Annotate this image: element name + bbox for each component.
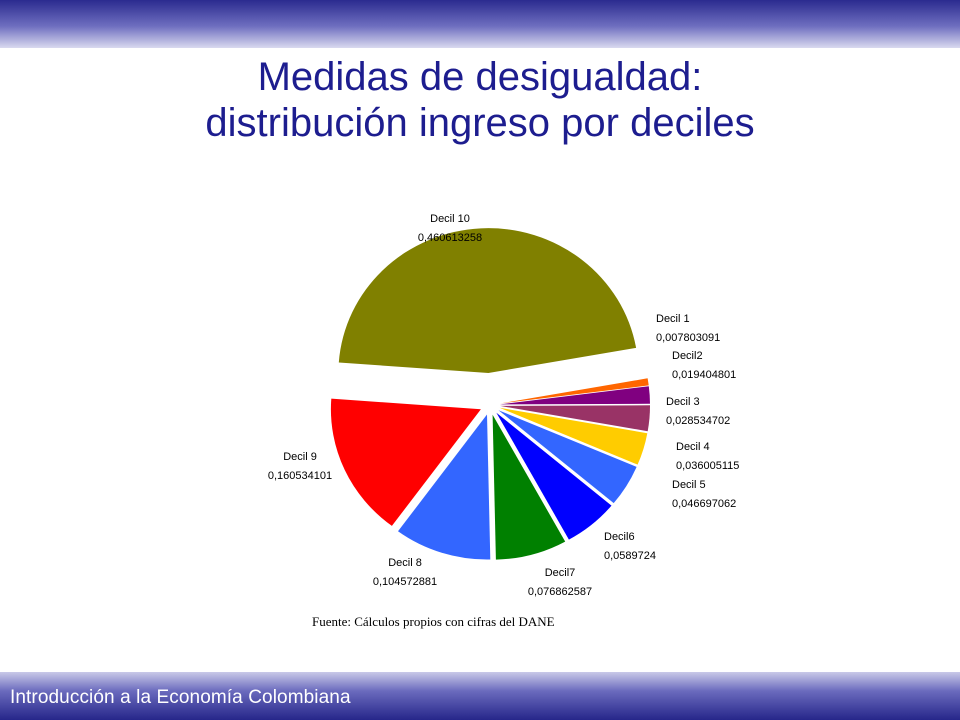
- slice-name-label: Decil 9: [283, 451, 317, 463]
- slice-name-label: Decil 8: [388, 557, 422, 569]
- slice-label-decil-5: Decil 5 0,046697062: [672, 479, 736, 510]
- pie-slice-decil-3: [500, 405, 651, 432]
- pie-slice-decil7: [492, 414, 566, 560]
- pie-slice-decil-5: [498, 410, 637, 504]
- pie-slice-decil-9: [330, 398, 481, 526]
- slice-name-label: Decil 3: [666, 396, 700, 408]
- title-line-2: distribución ingreso por deciles: [205, 101, 755, 145]
- slice-value-label: 0,046697062: [672, 498, 736, 510]
- slice-value-label: 0,028534702: [666, 415, 730, 427]
- slice-name-label: Decil7: [545, 567, 576, 579]
- slice-label-decil-8: Decil 8 0,104572881: [373, 557, 437, 588]
- pie-slice-decil6: [496, 412, 612, 540]
- slice-label-decil-3: Decil 3 0,028534702: [666, 396, 730, 427]
- slice-label-decil-4: Decil 4 0,036005115: [676, 441, 739, 472]
- pie-slice-decil2: [500, 386, 650, 405]
- pie-slice-decil-8: [398, 414, 491, 560]
- pie-slice-decil-10: [338, 228, 637, 373]
- slice-value-label: 0,076862587: [528, 586, 592, 598]
- slice-value-label: 0,460613258: [418, 232, 482, 244]
- slice-label-decil2: Decil2 0,019404801: [672, 350, 736, 381]
- slice-name-label: Decil 10: [430, 213, 470, 225]
- slice-name-label: Decil 4: [676, 441, 710, 453]
- slice-label-decil7: Decil7 0,076862587: [528, 567, 592, 598]
- slice-value-label: 0,019404801: [672, 369, 736, 381]
- pie-slice-decil-4: [499, 407, 648, 465]
- slice-name-label: Decil6: [604, 531, 635, 543]
- top-banner: [0, 0, 960, 48]
- slice-value-label: 0,160534101: [268, 470, 332, 482]
- slice-label-decil6: Decil6 0,0589724: [604, 531, 656, 562]
- slice-value-label: 0,104572881: [373, 576, 437, 588]
- pie-slice-decil-1: [499, 378, 649, 404]
- title-line-1: Medidas de desigualdad:: [257, 55, 703, 99]
- source-note: Fuente: Cálculos propios con cifras del …: [312, 614, 555, 629]
- slice-label-decil-9: Decil 9 0,160534101: [268, 451, 332, 482]
- slide-title: Medidas de desigualdad: distribución ing…: [0, 54, 960, 146]
- slice-label-decil-10: Decil 10 0,460613258: [418, 213, 482, 244]
- slice-value-label: 0,007803091: [656, 332, 720, 344]
- slice-name-label: Decil 1: [656, 313, 690, 325]
- bottom-banner: [0, 672, 960, 720]
- footer-course-title: Introducción a la Economía Colombiana: [10, 687, 351, 708]
- slice-name-label: Decil2: [672, 350, 703, 362]
- slice-label-decil-1: Decil 1 0,007803091: [656, 313, 720, 344]
- slice-value-label: 0,0589724: [604, 550, 656, 562]
- slice-name-label: Decil 5: [672, 479, 706, 491]
- slice-value-label: 0,036005115: [676, 460, 739, 472]
